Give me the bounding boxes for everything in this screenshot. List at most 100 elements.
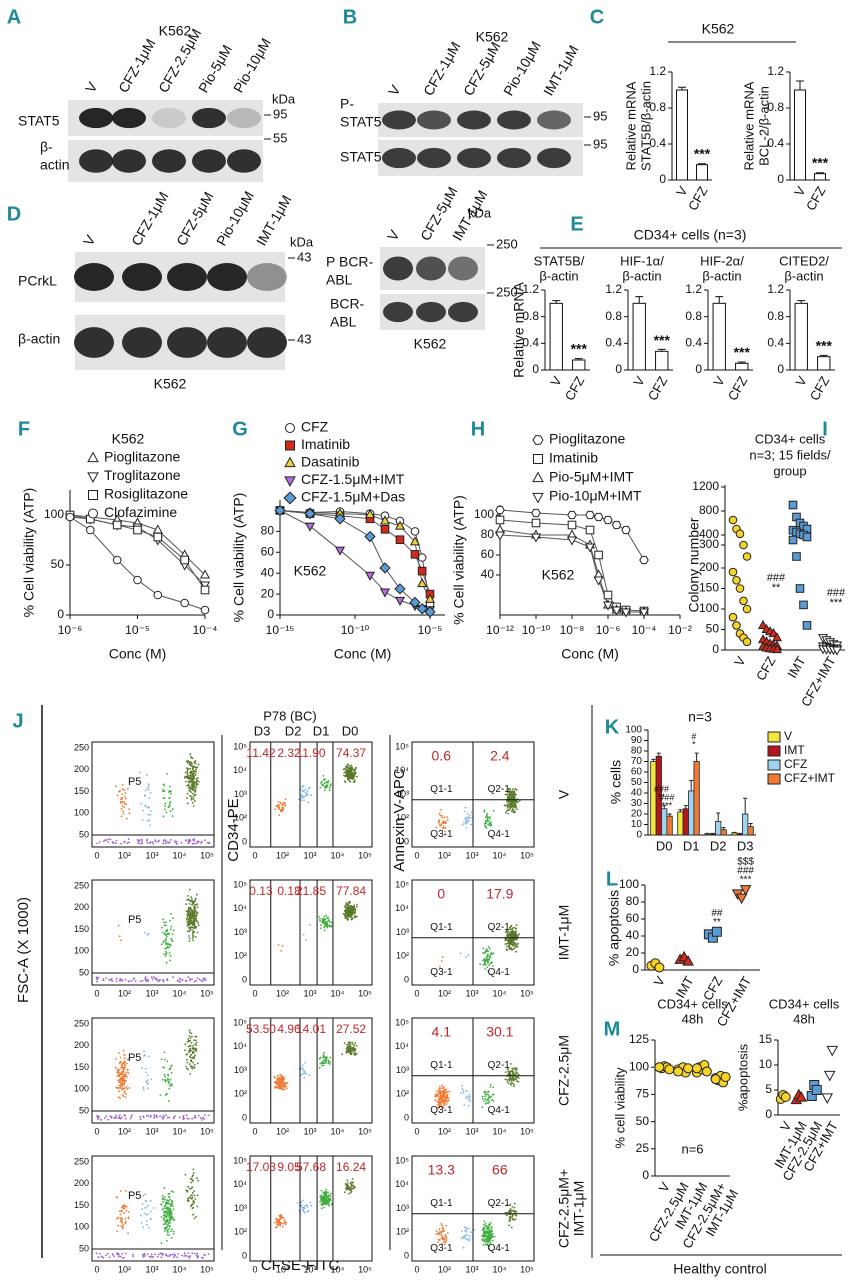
event-dot xyxy=(204,839,207,842)
event-dot xyxy=(115,1058,117,1061)
event-dot xyxy=(195,1041,198,1044)
event-dot xyxy=(461,823,464,826)
event-dot xyxy=(147,820,149,822)
event-dot xyxy=(127,1217,130,1220)
y-tick-label: 40 xyxy=(631,788,643,799)
event-dot xyxy=(342,913,345,915)
event-dot xyxy=(142,1195,145,1197)
event-dot xyxy=(116,1068,119,1071)
event-dot xyxy=(128,812,131,815)
event-dot xyxy=(191,1035,193,1038)
error-bar xyxy=(635,296,644,304)
data-point xyxy=(334,546,346,556)
event-dot xyxy=(163,784,166,787)
event-dot xyxy=(191,787,194,789)
bar xyxy=(712,302,726,371)
event-dot xyxy=(512,796,514,799)
chart-title: HIF-2α/ xyxy=(700,253,744,268)
event-dot xyxy=(185,903,188,906)
bar xyxy=(572,359,586,371)
error-bar xyxy=(678,86,686,90)
event-dot xyxy=(320,927,322,930)
event-dot xyxy=(141,1208,144,1211)
event-dot xyxy=(146,1253,149,1256)
event-dot xyxy=(124,1074,126,1077)
event-dot xyxy=(185,919,188,921)
event-dot xyxy=(319,917,321,920)
y-axis-label: Relative mRNA xyxy=(511,282,527,378)
event-dot xyxy=(510,1211,512,1214)
event-dot xyxy=(185,979,188,982)
event-dot xyxy=(170,1210,173,1213)
event-dot xyxy=(123,789,126,791)
event-dot xyxy=(147,806,150,808)
event-dot xyxy=(187,922,190,925)
chart-title: β-actin xyxy=(539,268,578,283)
event-dot xyxy=(438,1105,441,1107)
event-dot xyxy=(142,809,145,812)
event-dot xyxy=(123,1065,126,1067)
data-point xyxy=(567,510,577,520)
event-dot xyxy=(193,786,196,788)
event-dot xyxy=(346,772,348,775)
data-point xyxy=(799,600,808,610)
event-dot xyxy=(166,930,169,933)
legend-label: Clofazimine xyxy=(104,504,177,520)
event-dot xyxy=(437,1103,440,1106)
event-dot xyxy=(124,795,126,798)
lane-label: CFZ-1μM xyxy=(115,36,159,95)
event-dot xyxy=(166,1212,169,1214)
event-dot xyxy=(353,908,356,911)
lane-label: V xyxy=(384,227,403,244)
event-dot xyxy=(197,780,200,783)
event-dot xyxy=(115,785,117,787)
quadrant-label: Q1-1 xyxy=(430,922,453,933)
data-point xyxy=(682,955,694,966)
blot-band xyxy=(167,263,207,291)
event-dot xyxy=(350,911,353,914)
event-dot xyxy=(147,932,150,935)
data-point xyxy=(654,1062,665,1073)
event-dot xyxy=(184,1254,187,1257)
y-tick-label: 0 xyxy=(765,1107,772,1121)
event-dot xyxy=(352,1047,355,1050)
event-dot xyxy=(127,980,130,983)
event-dot xyxy=(195,778,198,780)
data-point xyxy=(584,543,596,553)
event-dot xyxy=(188,1063,191,1065)
blot-band xyxy=(247,327,287,358)
event-dot xyxy=(508,947,510,949)
event-dot xyxy=(192,939,195,942)
x-tick-label: CFZ xyxy=(807,374,833,403)
blot-band xyxy=(227,107,261,129)
mw-marker: 95 xyxy=(273,106,287,121)
event-dot xyxy=(329,1195,332,1197)
event-dot xyxy=(467,820,470,822)
event-dot xyxy=(195,1048,198,1050)
y-tick-label: 40 xyxy=(481,567,495,581)
event-dot xyxy=(284,798,287,801)
event-dot xyxy=(438,812,441,815)
blot-band xyxy=(167,327,207,358)
event-dot xyxy=(189,1195,192,1198)
event-dot xyxy=(172,1208,175,1210)
event-dot xyxy=(349,1189,352,1191)
error-bar xyxy=(651,758,656,762)
event-dot xyxy=(320,1189,323,1192)
event-dot xyxy=(330,926,332,928)
event-dot xyxy=(481,1228,484,1231)
event-dot xyxy=(513,926,516,929)
data-point xyxy=(334,513,346,525)
event-dot xyxy=(351,1041,353,1044)
x-tick-label: 0 xyxy=(414,1126,419,1136)
error-bar xyxy=(662,805,667,809)
event-dot xyxy=(322,1056,325,1059)
y-tick-label: 70 xyxy=(631,756,643,767)
event-dot xyxy=(159,1094,162,1097)
event-dot xyxy=(486,819,489,822)
data-point xyxy=(593,576,604,586)
event-dot xyxy=(128,841,130,844)
data-point xyxy=(735,584,745,593)
event-dot xyxy=(330,1192,332,1195)
event-dot xyxy=(193,1194,196,1197)
